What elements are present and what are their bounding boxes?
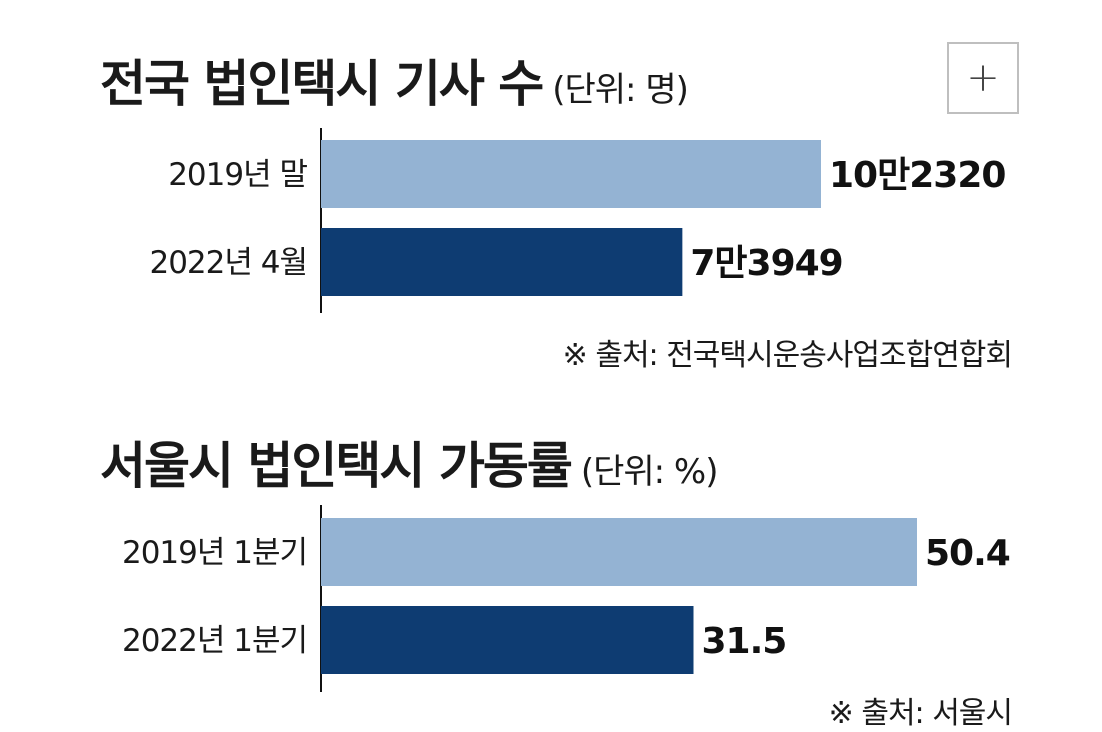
chart1-value-label-1: 7만3949 <box>690 243 842 284</box>
plus-icon: + <box>966 55 1000 101</box>
chart2-category-label-0: 2019년 1분기 <box>122 535 307 571</box>
chart2-title: 서울시 법인택시 가동률 <box>100 437 573 495</box>
chart1-bar-0 <box>321 140 821 208</box>
chart2-unit: (단위: %) <box>580 452 719 492</box>
chart1-category-label-0: 2019년 말 <box>168 157 307 193</box>
chart1-source: ※ 출처: 전국택시운송사업조합연합회 <box>562 338 1013 373</box>
chart1-unit: (단위: 명) <box>552 70 689 110</box>
chart1-title-line: 전국 법인택시 기사 수 (단위: 명) <box>100 44 689 116</box>
chart2-bar-0 <box>321 518 917 586</box>
chart1-category-label-1: 2022년 4월 <box>149 245 307 281</box>
expand-button[interactable]: + <box>947 42 1019 114</box>
chart1-title: 전국 법인택시 기사 수 <box>100 55 544 113</box>
chart2-value-label-0: 50.4 <box>925 533 1010 574</box>
chart2-category-label-1: 2022년 1분기 <box>122 623 307 659</box>
chart2-source: ※ 출처: 서울시 <box>828 696 1013 731</box>
chart2-title-line: 서울시 법인택시 가동률 (단위: %) <box>100 426 718 498</box>
chart1-value-label-0: 10만2320 <box>829 155 1005 196</box>
chart1-bar-1 <box>321 228 683 296</box>
chart2-value-label-1: 31.5 <box>702 621 787 662</box>
chart2-bar-1 <box>321 606 694 674</box>
